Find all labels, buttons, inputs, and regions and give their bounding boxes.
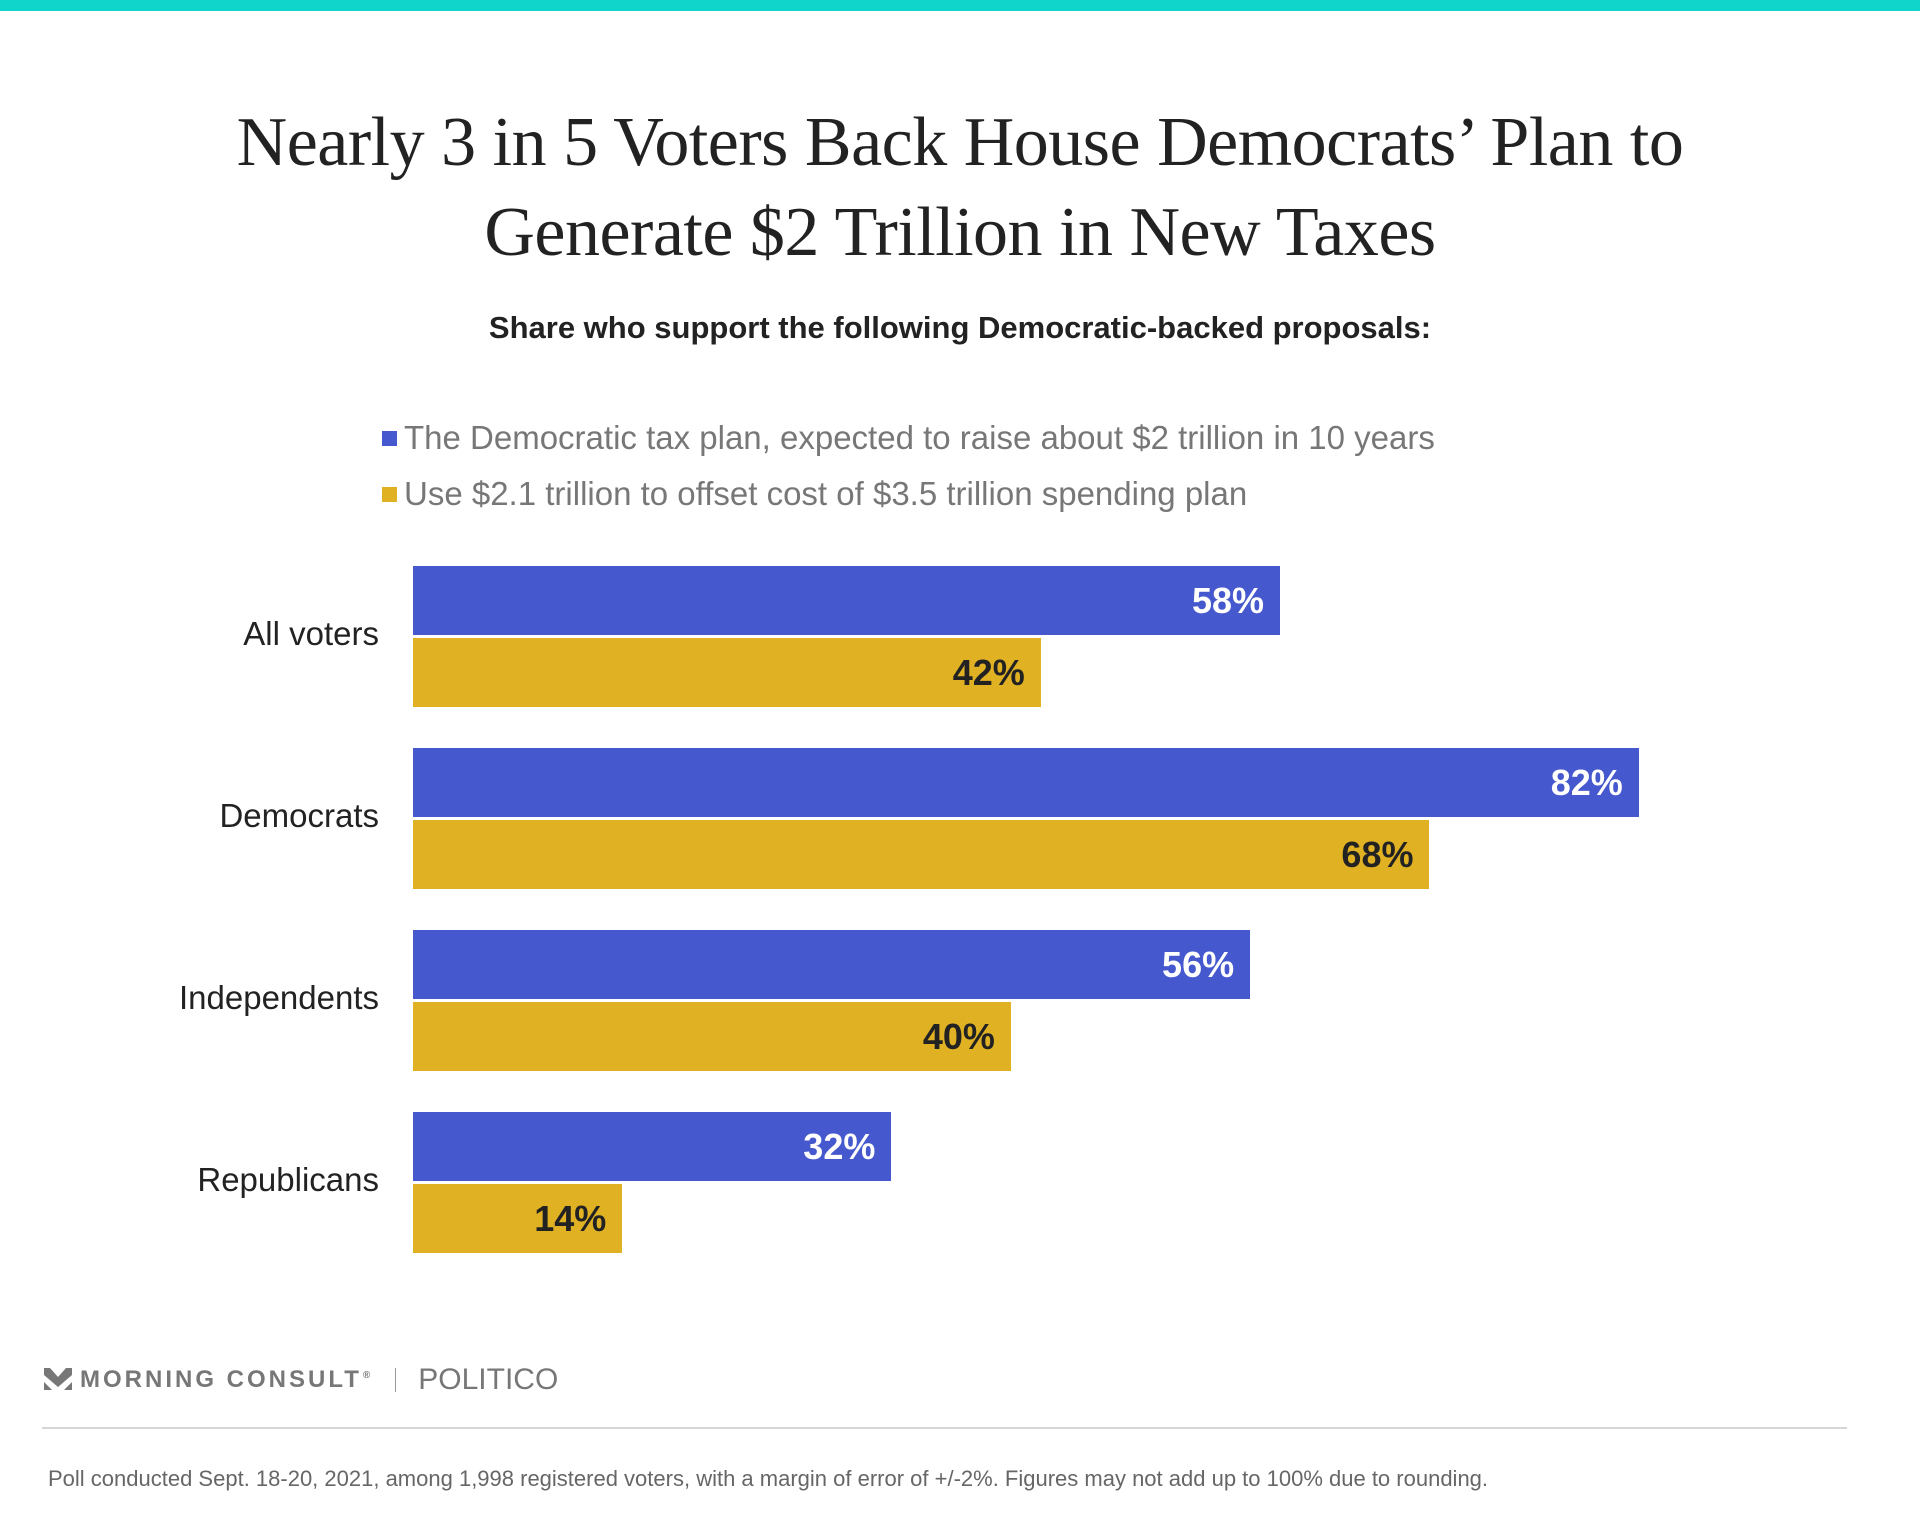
bar-tax-plan [413,566,1280,635]
morning-consult-text: MORNING CONSULT [80,1366,362,1393]
bar-value-label: 14% [534,1198,607,1239]
bar-chart: All voters 58% 42% Democrats 82% 68% Independe… [178,566,1639,1253]
bar-value-label: 56% [1162,944,1235,985]
bar-tax-plan [413,1112,892,1181]
bar-tax-plan [413,930,1251,999]
bar-value-label: 58% [1191,580,1264,621]
legend-label-tax-plan: The Democratic tax plan, expected to rai… [404,419,1435,456]
methodology-note: Poll conducted Sept. 18-20, 2021, among … [48,1466,1489,1491]
bar-value-label: 40% [922,1016,995,1057]
registered-mark: ® [362,1370,374,1381]
bar-value-label: 32% [803,1126,876,1167]
bar-value-label: 68% [1341,834,1414,875]
brand-separator [395,1368,397,1392]
politico-brand: POLITICO [418,1363,559,1396]
category-label: Republicans [197,1161,379,1198]
morning-consult-logo-icon [44,1368,72,1390]
legend-item-offset: Use $2.1 trillion to offset cost of $3.5… [382,466,1435,522]
bar-offset [413,1002,1011,1071]
category-label: Democrats [219,797,379,834]
top-accent-bar [0,0,1920,11]
chart-title-line-1: Nearly 3 in 5 Voters Back House Democrat… [236,104,1684,181]
footer-divider [42,1427,1847,1429]
bar-value-label: 42% [952,652,1025,693]
chart-subtitle: Share who support the following Democrat… [488,310,1432,345]
chart-title-line-2: Generate $2 Trillion in New Taxes [484,194,1436,271]
bar-tax-plan [413,748,1639,817]
footer-logos: MORNING CONSULT® POLITICO [44,1360,558,1400]
legend: The Democratic tax plan, expected to rai… [382,410,1435,522]
bar-value-label: 82% [1550,762,1623,803]
category-label: All voters [243,615,379,652]
legend-swatch-offset [382,486,397,502]
chart-title: Nearly 3 in 5 Voters Back House Democrat… [0,98,1920,278]
legend-item-tax-plan: The Democratic tax plan, expected to rai… [382,410,1435,466]
bar-offset [413,820,1430,889]
legend-swatch-tax-plan [382,430,397,446]
morning-consult-brand: MORNING CONSULT® [80,1366,373,1394]
bar-offset [413,1184,623,1253]
category-label: Independents [178,979,379,1016]
bar-offset [413,638,1041,707]
legend-label-offset: Use $2.1 trillion to offset cost of $3.5… [404,475,1248,512]
